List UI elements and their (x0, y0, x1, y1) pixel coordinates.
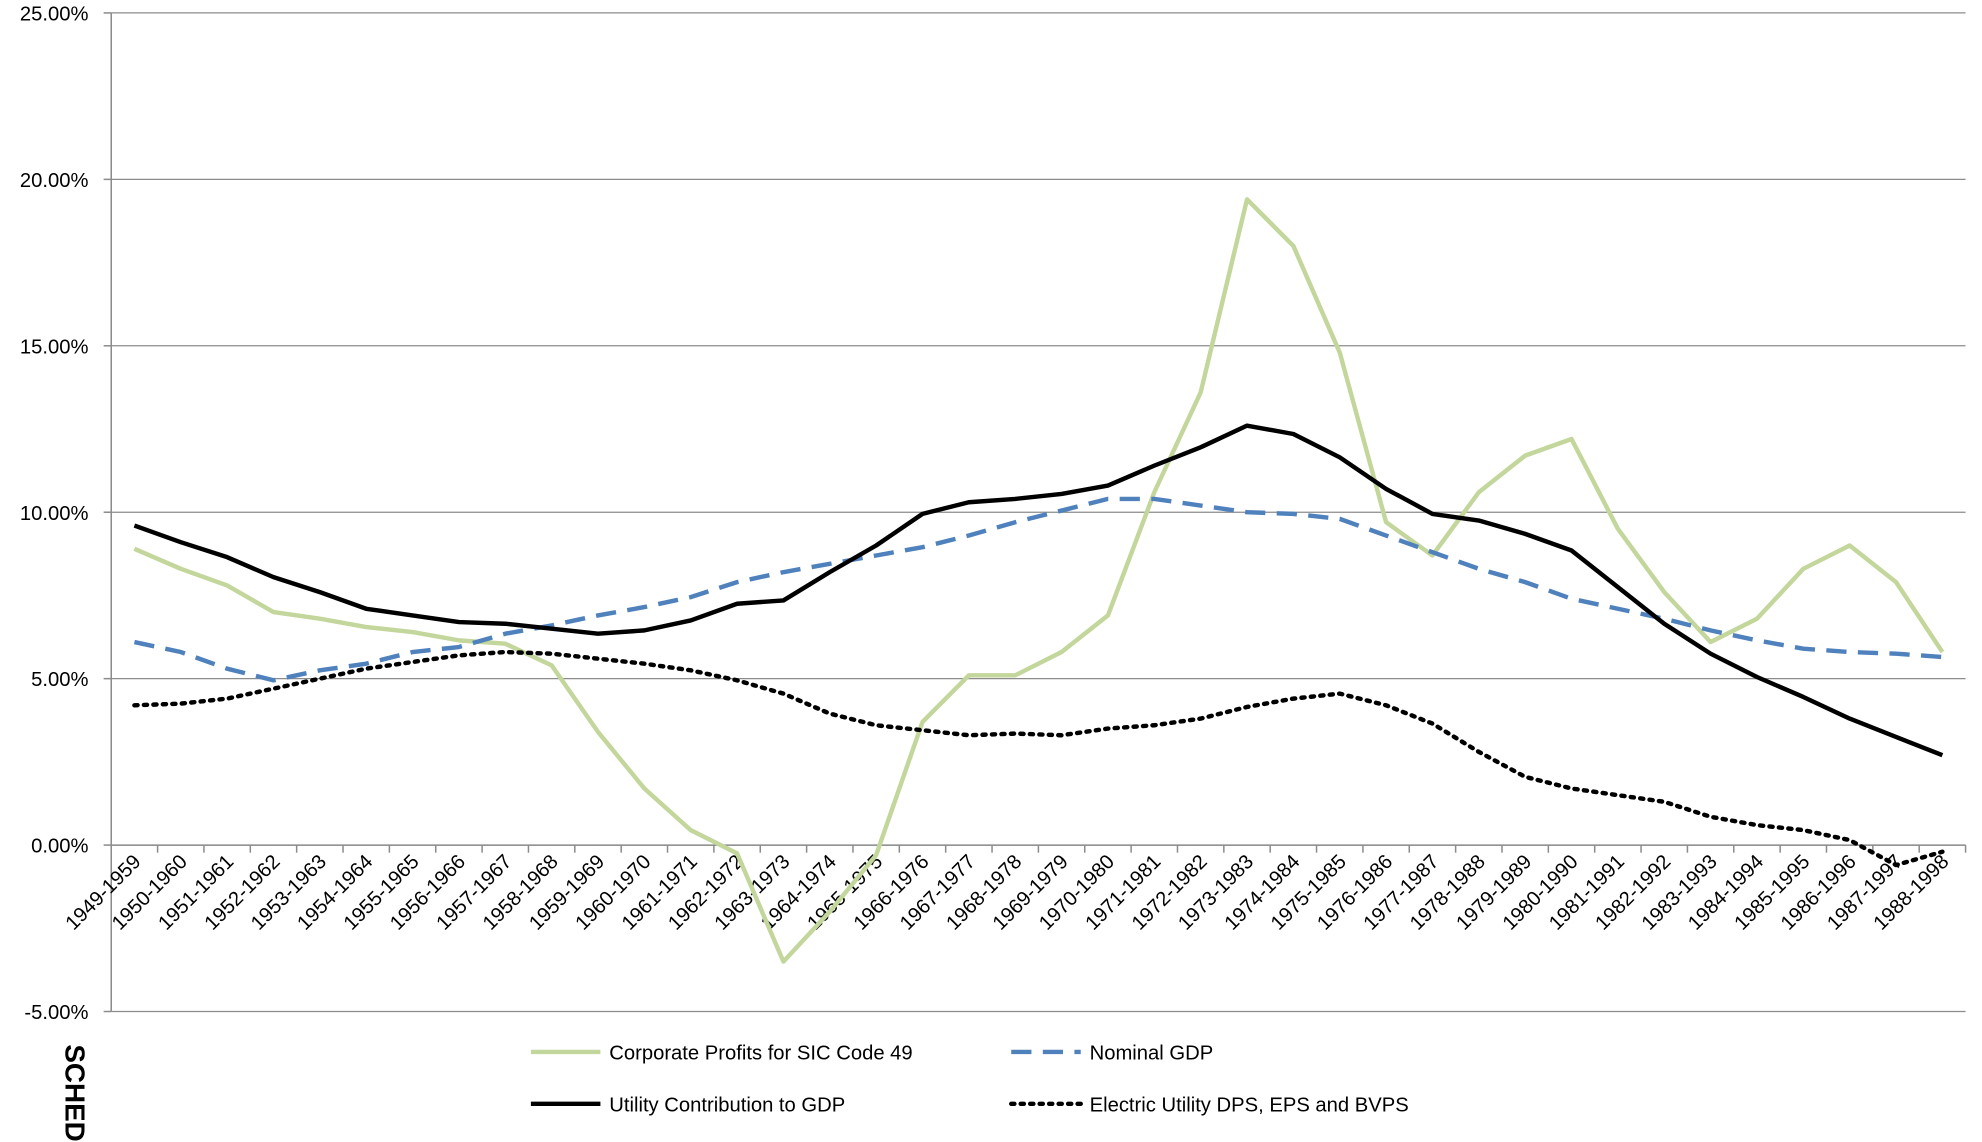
legend-label: Nominal GDP (1090, 1043, 1214, 1065)
y-tick-label: 15.00% (20, 336, 89, 358)
series-line (132, 649, 1945, 868)
y-tick-label: 25.00% (20, 4, 89, 26)
legend-label: Electric Utility DPS, EPS and BVPS (1090, 1094, 1409, 1116)
series-line (133, 496, 1943, 683)
series-line (133, 197, 1945, 964)
y-tick-label: 5.00% (31, 669, 88, 691)
y-tick-label: 20.00% (20, 170, 89, 192)
legend-label: Corporate Profits for SIC Code 49 (609, 1043, 912, 1065)
y-tick-label: 10.00% (20, 503, 89, 525)
annotation: SCHED (60, 1044, 91, 1141)
y-tick-label: -5.00% (24, 1002, 88, 1024)
legend-label: Utility Contribution to GDP (609, 1094, 845, 1116)
series-line (133, 423, 1944, 758)
y-tick-label: 0.00% (31, 836, 88, 858)
